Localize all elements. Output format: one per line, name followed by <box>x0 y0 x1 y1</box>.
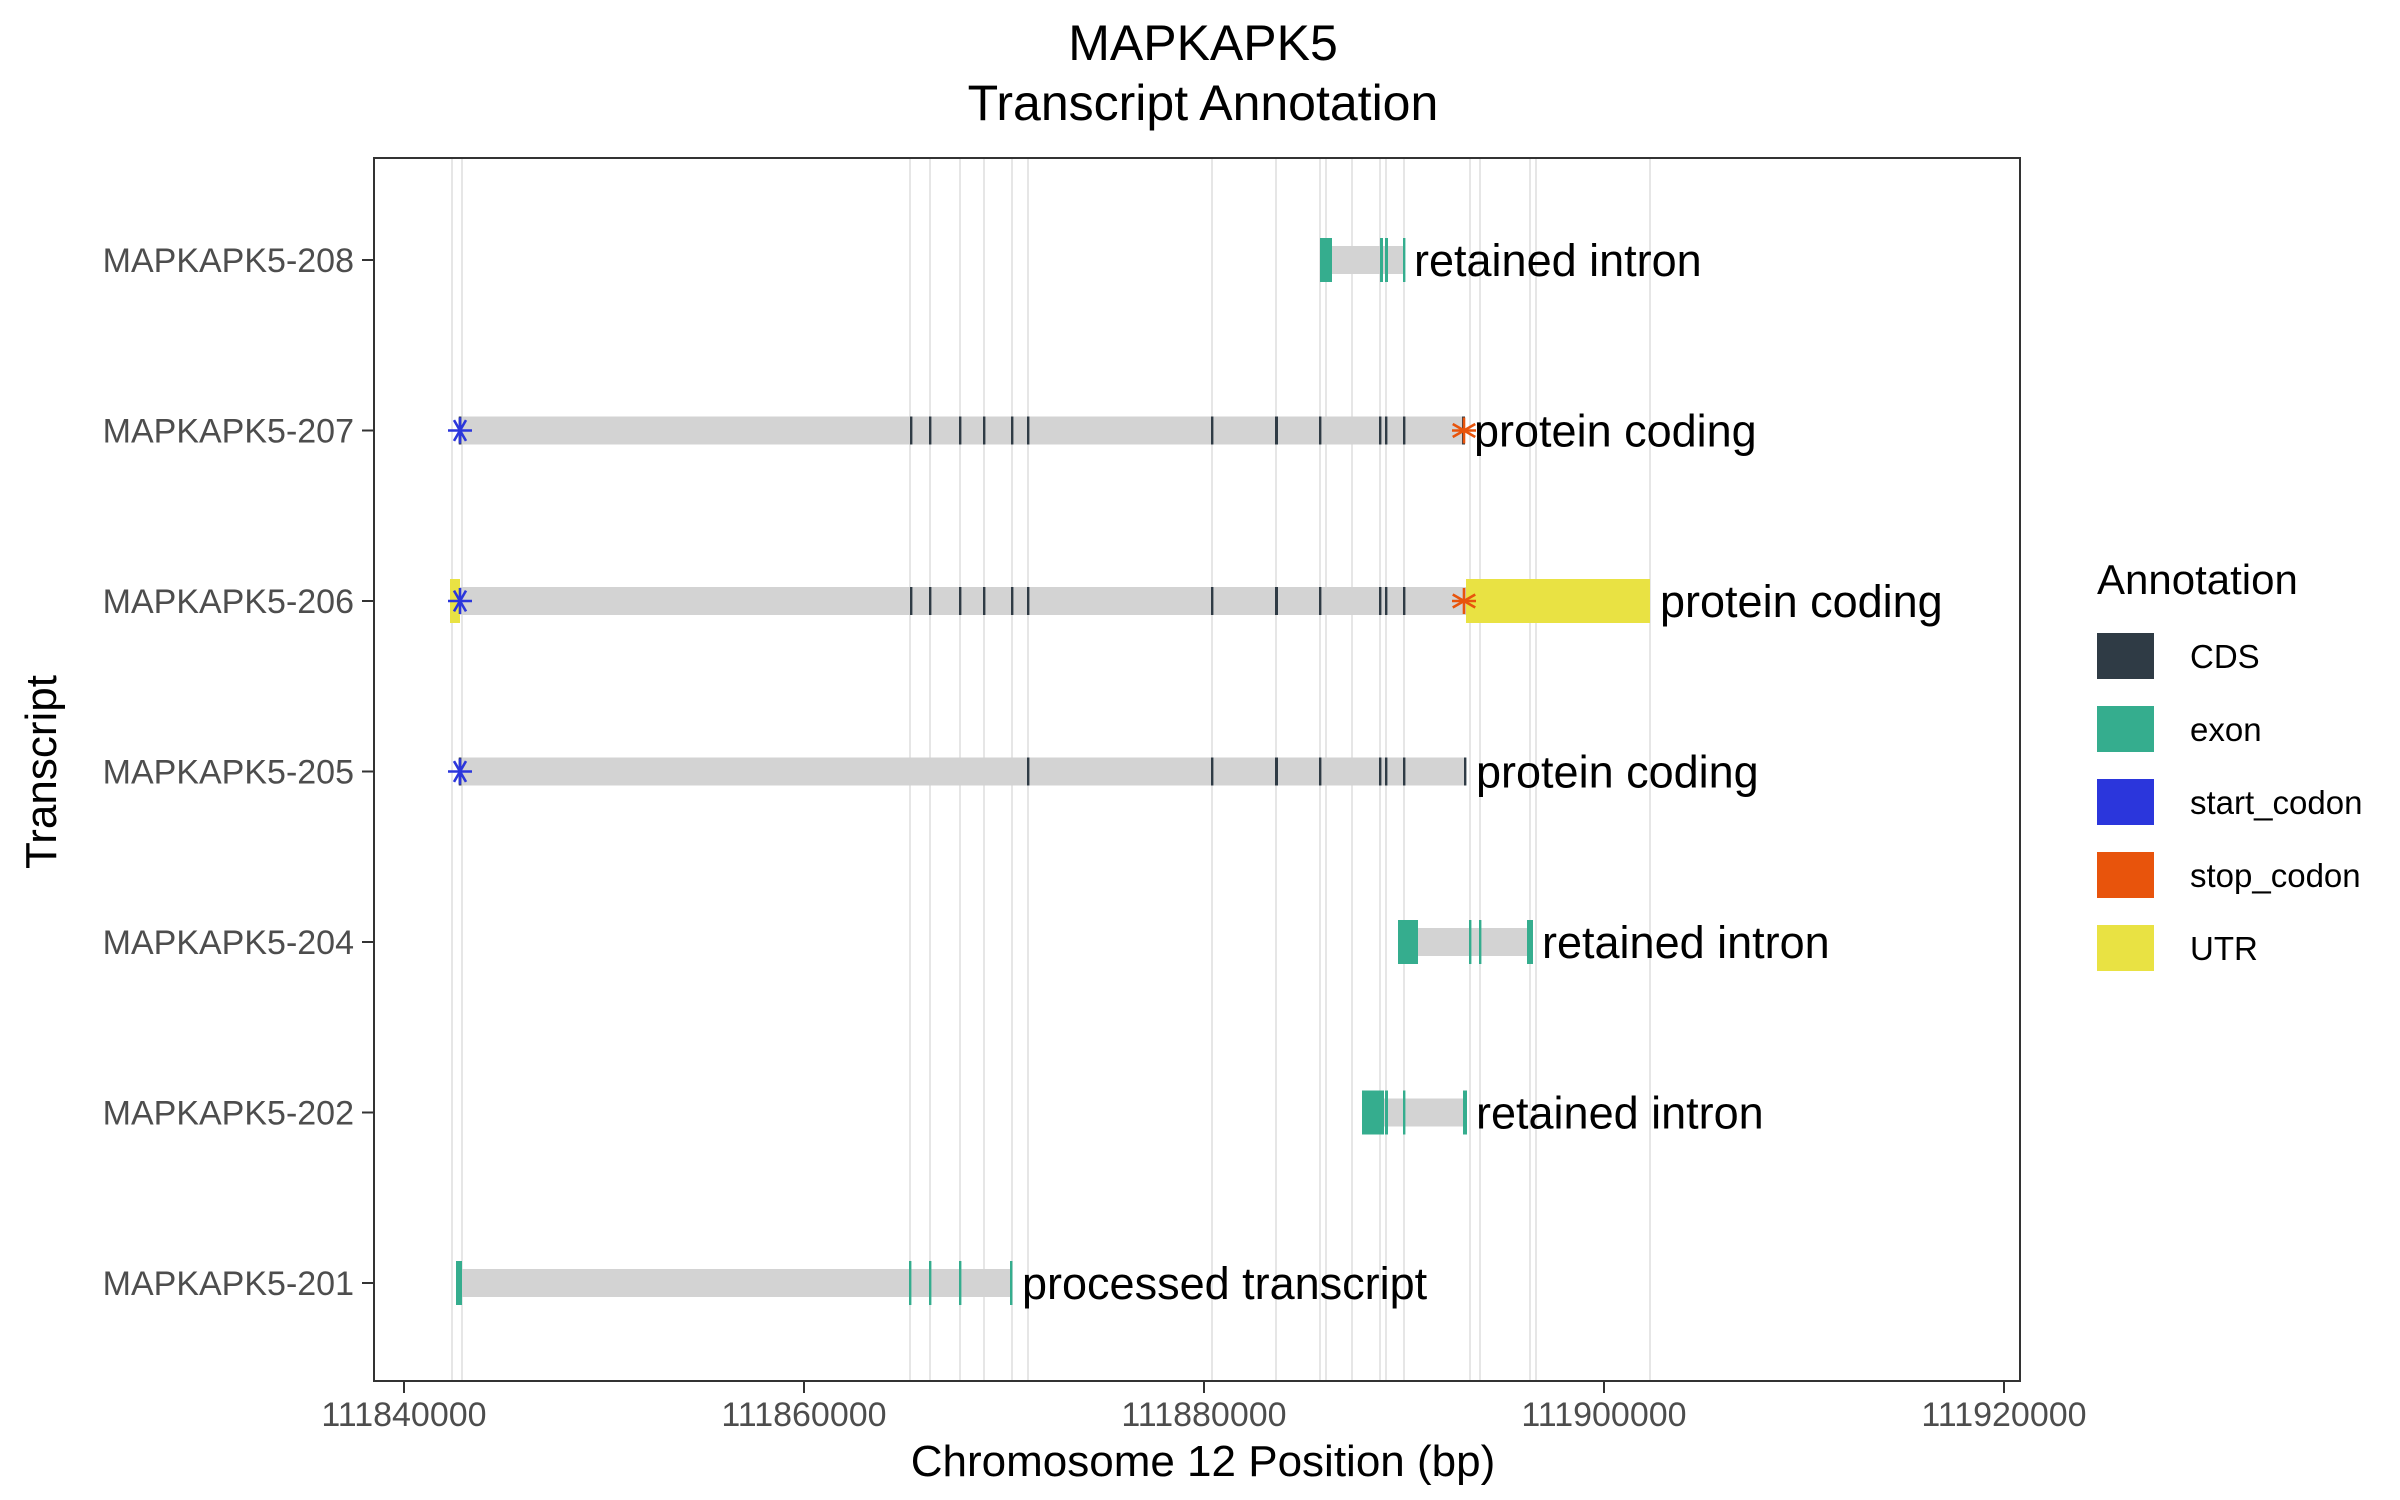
cds-feature <box>983 587 986 615</box>
cds-feature <box>1464 757 1467 786</box>
legend-label-exon: exon <box>2190 711 2262 748</box>
legend-key-start-codon <box>2097 779 2154 825</box>
cds-feature <box>910 416 913 445</box>
plot-area: retained intron MAPKAPK5-208 protein codin… <box>103 157 2087 1434</box>
cds-feature <box>959 416 962 445</box>
cds-feature <box>1385 757 1388 786</box>
transcript-body <box>1320 246 1404 274</box>
cds-feature <box>1379 757 1382 786</box>
cds-feature <box>929 416 932 445</box>
exon-feature <box>1403 1090 1406 1135</box>
cds-feature <box>1211 416 1214 445</box>
cds-feature <box>1027 416 1030 445</box>
y-tick-label: MAPKAPK5-201 <box>103 1265 354 1303</box>
x-tick-label: 111880000 <box>1121 1396 1286 1434</box>
transcript-biotype-label: protein coding <box>1476 747 1759 798</box>
transcript-biotype-label: protein coding <box>1474 406 1757 457</box>
x-tick-label: 111860000 <box>721 1396 886 1434</box>
cds-feature <box>983 416 986 445</box>
exon-feature <box>1320 238 1332 282</box>
y-tick-label: MAPKAPK5-206 <box>103 583 354 621</box>
exon-feature <box>456 1261 462 1305</box>
exon-feature <box>1403 238 1406 282</box>
cds-feature <box>1011 416 1014 445</box>
exon-feature <box>1469 920 1472 964</box>
y-tick-label: MAPKAPK5-204 <box>103 924 354 962</box>
legend-label-stop-codon: stop_codon <box>2190 857 2361 894</box>
start-codon-marker <box>448 417 472 444</box>
plot-border <box>373 157 2021 1382</box>
cds-feature <box>1319 416 1322 445</box>
x-tick-label: 111920000 <box>1921 1396 2086 1434</box>
cds-feature <box>1319 587 1322 615</box>
cds-feature <box>1011 587 1014 615</box>
transcript-body <box>1398 928 1532 956</box>
cds-feature <box>1403 757 1406 786</box>
legend-key-exon <box>2097 706 2154 752</box>
exon-feature <box>1010 1261 1013 1305</box>
chart-title-line2: Transcript Annotation <box>968 75 1439 131</box>
transcript-biotype-label: retained intron <box>1476 1088 1764 1139</box>
legend-label-CDS: CDS <box>2190 638 2260 675</box>
utr-feature <box>1466 579 1650 623</box>
exon-feature <box>1385 238 1388 282</box>
cds-feature <box>1275 587 1278 615</box>
cds-feature <box>1211 587 1214 615</box>
legend: CDS exon start_codon stop_codon UTR <box>2097 633 2362 971</box>
stop-codon-marker <box>1452 588 1476 614</box>
legend-label-UTR: UTR <box>2190 930 2258 967</box>
cds-feature <box>1027 757 1030 786</box>
x-tick-label: 111840000 <box>321 1396 486 1434</box>
y-tick-label: MAPKAPK5-205 <box>103 754 354 792</box>
cds-feature <box>929 587 932 615</box>
exon-feature <box>1527 920 1533 964</box>
transcript-body <box>456 1269 1012 1297</box>
exon-feature <box>1385 1090 1388 1135</box>
exon-feature <box>929 1261 932 1305</box>
cds-feature <box>1379 416 1382 445</box>
cds-feature <box>1403 416 1406 445</box>
cds-feature <box>959 587 962 615</box>
transcript-biotype-label: processed transcript <box>1022 1258 1428 1309</box>
start-codon-marker <box>448 758 472 785</box>
exon-feature <box>1398 920 1418 964</box>
x-tick-label: 111900000 <box>1521 1396 1686 1434</box>
transcript-biotype-label: protein coding <box>1660 576 1943 627</box>
cds-feature <box>1385 416 1388 445</box>
stop-codon-marker <box>1452 417 1476 444</box>
y-tick-label: MAPKAPK5-208 <box>103 242 354 280</box>
start-codon-marker <box>448 588 472 614</box>
transcript-biotype-label: retained intron <box>1542 917 1830 968</box>
exon-feature <box>909 1261 912 1305</box>
chart-title-line1: MAPKAPK5 <box>1068 15 1338 71</box>
cds-feature <box>910 587 913 615</box>
x-axis-title: Chromosome 12 Position (bp) <box>911 1437 1495 1486</box>
cds-feature <box>1211 757 1214 786</box>
y-tick-label: MAPKAPK5-202 <box>103 1095 354 1133</box>
cds-feature <box>1275 757 1278 786</box>
transcript-body <box>450 587 1650 615</box>
cds-feature <box>1403 587 1406 615</box>
legend-key-stop-codon <box>2097 852 2154 898</box>
legend-key-UTR <box>2097 925 2154 971</box>
legend-key-CDS <box>2097 633 2154 679</box>
exon-feature <box>959 1261 962 1305</box>
y-axis-title: Transcript <box>17 675 66 869</box>
exon-feature <box>1362 1090 1384 1135</box>
exon-feature <box>1463 1090 1467 1135</box>
exon-feature <box>1479 920 1482 964</box>
legend-title: Annotation <box>2097 556 2298 603</box>
cds-feature <box>1379 587 1382 615</box>
legend-label-start-codon: start_codon <box>2190 784 2362 821</box>
cds-feature <box>1385 587 1388 615</box>
transcript-body <box>458 757 1466 786</box>
cds-feature <box>1275 416 1278 445</box>
y-tick-label: MAPKAPK5-207 <box>103 413 354 451</box>
cds-feature <box>1319 757 1322 786</box>
exon-feature <box>1380 238 1383 282</box>
cds-feature <box>1027 587 1030 615</box>
transcript-biotype-label: retained intron <box>1414 235 1702 286</box>
